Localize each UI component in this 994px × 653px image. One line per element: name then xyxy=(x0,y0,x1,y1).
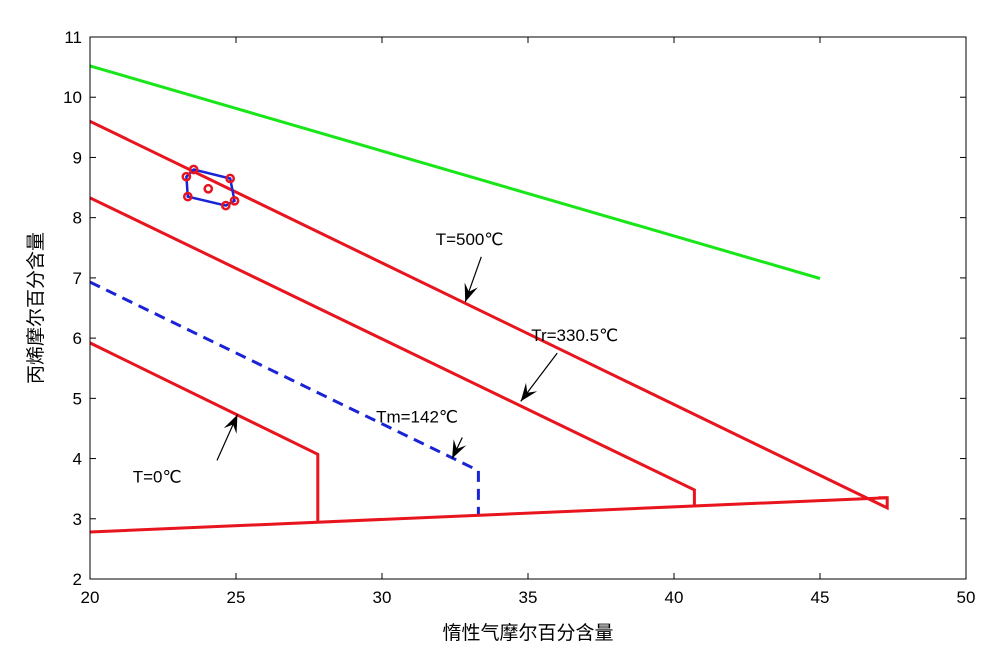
data-point-marker xyxy=(220,200,231,211)
annotation-label: T=0℃ xyxy=(133,468,182,487)
x-tick-label: 25 xyxy=(227,588,246,607)
x-tick-label: 35 xyxy=(519,588,538,607)
x-tick-label: 50 xyxy=(957,588,976,607)
series-line-6 xyxy=(90,496,888,534)
y-tick-label: 8 xyxy=(73,209,82,228)
y-tick-label: 11 xyxy=(64,28,82,47)
x-axis-title: 惰性气摩尔百分含量 xyxy=(442,622,613,644)
annotation-arrow-head xyxy=(452,439,467,459)
y-tick-label: 6 xyxy=(73,329,82,348)
x-tick-label: 45 xyxy=(811,588,830,607)
annotation-arrow-head xyxy=(464,282,478,302)
series-line-1 xyxy=(90,64,821,280)
y-tick-label: 10 xyxy=(63,88,82,107)
data-point-marker xyxy=(182,191,193,202)
series-line-5 xyxy=(90,341,320,523)
x-tick-label: 40 xyxy=(665,588,684,607)
y-axis-title: 丙烯摩尔百分含量 xyxy=(25,232,47,384)
annotation-label: Tm=142℃ xyxy=(376,407,458,426)
series-line-3 xyxy=(90,196,696,507)
annotation-label: T=500℃ xyxy=(436,230,504,249)
data-point-marker xyxy=(229,195,240,206)
annotation-arrow-head xyxy=(223,414,238,434)
annotation-arrow-head xyxy=(520,382,538,402)
y-tick-label: 9 xyxy=(73,148,82,167)
data-point-marker xyxy=(203,183,214,194)
data-point-marker xyxy=(181,171,192,182)
y-tick-label: 7 xyxy=(73,269,82,288)
y-tick-label: 3 xyxy=(73,510,82,529)
x-tick-label: 20 xyxy=(81,588,100,607)
x-tick-label: 30 xyxy=(373,588,392,607)
plot-area xyxy=(90,37,966,579)
y-tick-label: 5 xyxy=(73,389,82,408)
y-tick-label: 2 xyxy=(73,570,82,589)
annotation-label: Tr=330.5℃ xyxy=(531,326,618,345)
data-point-marker xyxy=(188,164,199,175)
data-point-marker xyxy=(225,173,236,184)
series-line-7 xyxy=(185,168,236,207)
y-tick-label: 4 xyxy=(73,450,82,469)
